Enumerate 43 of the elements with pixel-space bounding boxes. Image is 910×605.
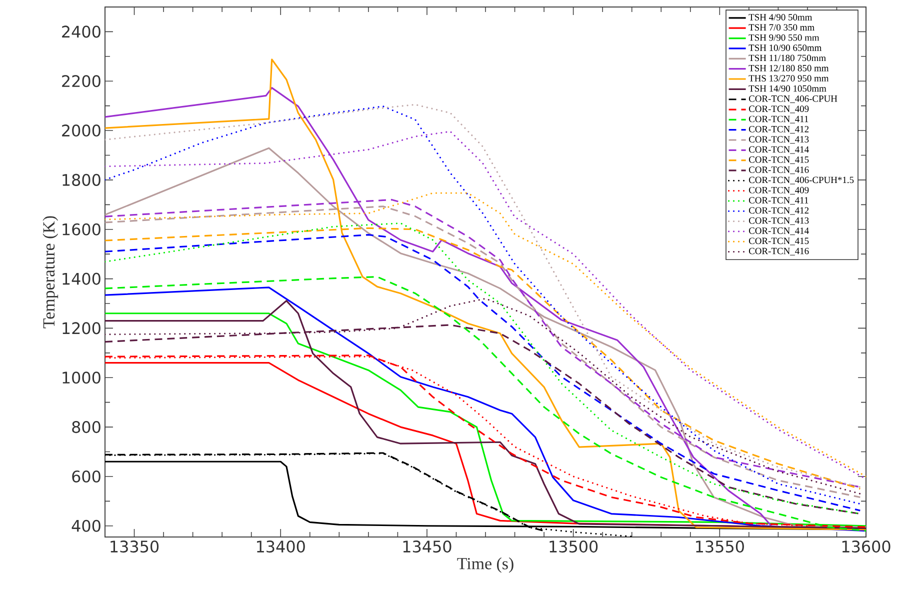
- x-tick-label: 13500: [550, 540, 598, 553]
- y-tick-label: 2400: [62, 26, 100, 38]
- legend-label: TSH 11/180 750mm: [748, 54, 826, 62]
- y-tick-label: 2200: [62, 75, 100, 88]
- y-tick-label: 400: [72, 520, 100, 532]
- legend-label: TSH 7/0 350 mm: [748, 24, 814, 31]
- legend-label: TSH 9/90 550 mm: [748, 34, 820, 41]
- y-tick-label: 800: [72, 421, 100, 434]
- legend-label: COR-TCN_412: [748, 126, 809, 134]
- legend-label: COR-TCN_416: [748, 166, 809, 174]
- legend-label: TSH 14/90 1050mm: [748, 85, 826, 92]
- y-tick-label: 1200: [62, 322, 100, 334]
- y-tick-label: 1600: [62, 223, 100, 236]
- legend-label: COR-TCN_412: [748, 207, 809, 215]
- x-tick-label: 13600: [842, 540, 890, 553]
- legend-label: COR-TCN_413: [748, 136, 809, 144]
- legend-label: COR-TCN_406-CPUH*1.5: [748, 176, 854, 184]
- legend-label: COR-TCN_414: [748, 146, 809, 154]
- legend-label: COR-TCN_413: [748, 217, 809, 225]
- legend-label: TSH 4/90 50mm: [748, 14, 812, 20]
- legend-label: TSH 10/90 650mm: [748, 44, 822, 51]
- legend-label: TSH 12/180 850 mm: [748, 64, 829, 72]
- x-tick-label: 13400: [257, 540, 305, 553]
- x-tick-label: 13450: [403, 540, 452, 553]
- legend-label: COR-TCN_416: [748, 248, 809, 256]
- legend-label: COR-TCN_409: [748, 186, 809, 194]
- y-tick-label: 1400: [62, 272, 100, 285]
- legend-label: COR-TCN_411: [748, 197, 808, 205]
- legend-label: COR-TCN_415: [748, 238, 809, 246]
- y-tick-label: 1800: [62, 174, 100, 186]
- y-tick-label: 2000: [62, 124, 100, 137]
- y-axis-title: Temperature (K): [42, 216, 58, 328]
- y-tick-label: 1000: [62, 372, 100, 384]
- legend-label: COR-TCN_409: [748, 106, 809, 114]
- legend-label: THS 13/270 950 mm: [748, 75, 829, 82]
- legend-label: COR-TCN_411: [748, 116, 808, 124]
- legend-label: COR-TCN_415: [748, 156, 809, 164]
- legend-label: COR-TCN_406-CPUH: [748, 95, 838, 103]
- y-tick-label: 600: [72, 470, 100, 482]
- x-axis-title: Time (s): [457, 557, 514, 573]
- x-tick-label: 13350: [110, 540, 159, 553]
- x-tick-label: 13550: [696, 540, 744, 553]
- legend-label: COR-TCN_414: [748, 228, 809, 236]
